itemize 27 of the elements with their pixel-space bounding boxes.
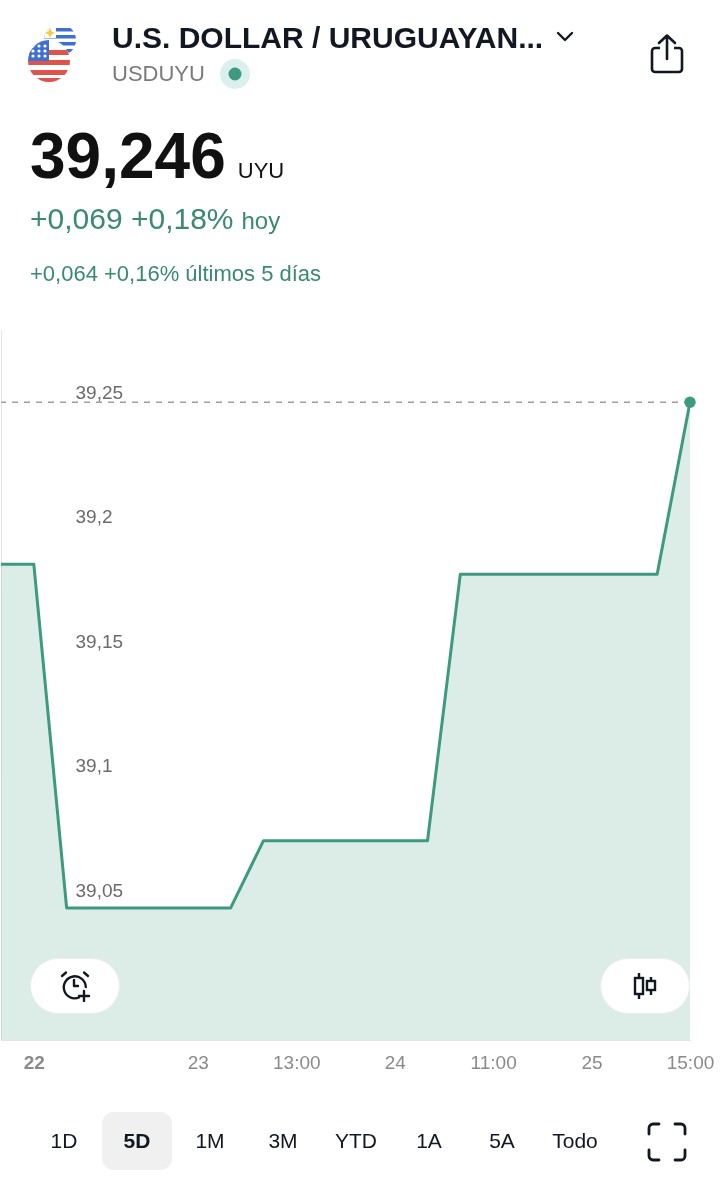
x-tick-label: 25 [581,1051,603,1073]
text: 1A [415,1128,443,1154]
x-tick-label: 22 [23,1051,45,1073]
text: +0,069 +0,18% [30,201,234,237]
y-tick-label: 39,15 [75,630,124,652]
y-tick-label: 39,25 [75,381,124,403]
text: 1D [49,1128,79,1154]
text: 5D [102,1112,172,1170]
x-tick-label: 13:00 [273,1051,321,1073]
text: 5A [488,1128,516,1154]
chart-title: U.S. DOLLAR / URUGUAYAN... [112,20,544,56]
x-tick-label: 24 [384,1051,407,1073]
text: Todo [551,1128,599,1154]
text: 3M [267,1128,299,1154]
text: 39,246 [30,119,226,194]
text: 1M [194,1128,226,1154]
text: +0,064 +0,16% últimos 5 días [30,260,322,288]
y-tick-label: 39,2 [75,506,113,528]
x-tick-label: 15:00 [666,1051,715,1073]
chart-subtitle: USDUYU [112,60,205,88]
x-tick-label: 11:00 [470,1051,517,1073]
text: hoy [241,207,281,235]
y-tick-label: 39,05 [75,880,124,902]
y-tick-label: 39,1 [75,755,113,777]
text: YTD [334,1128,378,1154]
x-tick-label: 23 [187,1051,209,1073]
text: UYU [237,158,285,184]
